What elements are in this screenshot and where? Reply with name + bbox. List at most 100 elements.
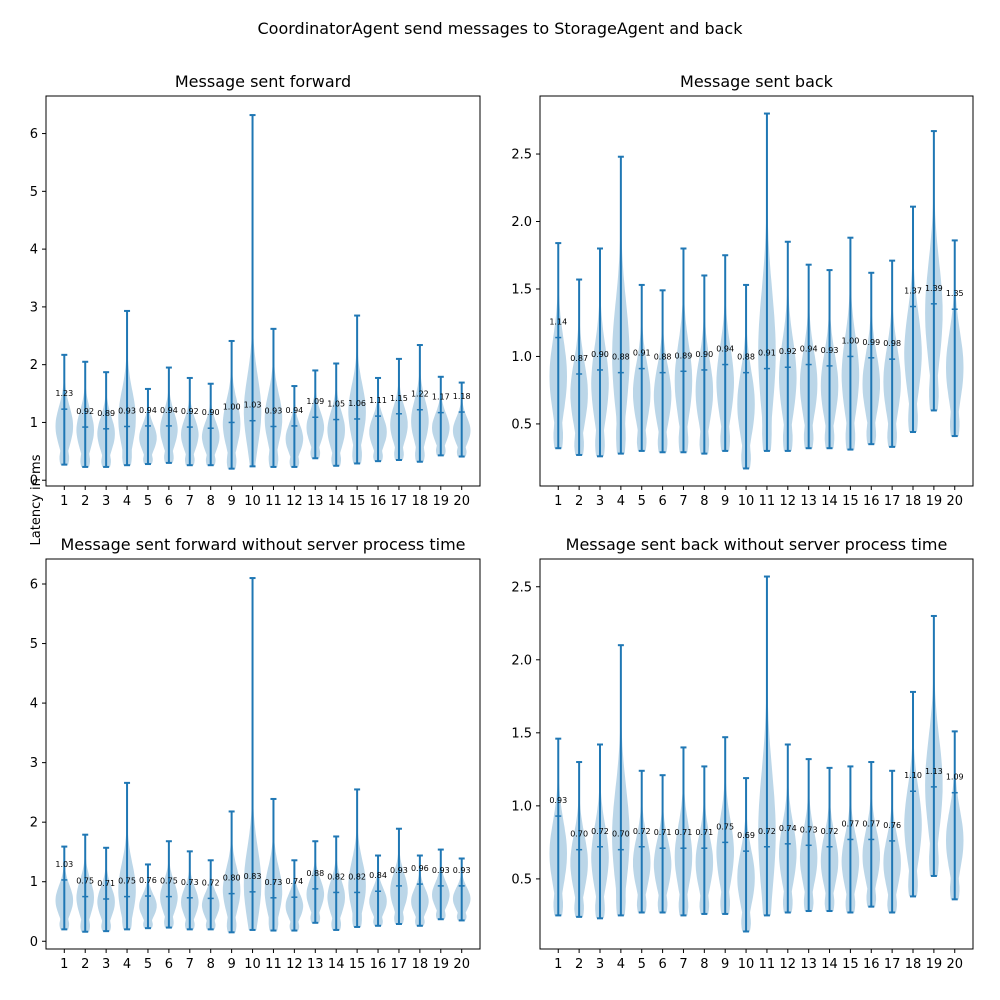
y-tick-label: 6 — [30, 127, 38, 142]
mean-data-label: 0.72 — [202, 878, 220, 887]
chart-panel-4: Message sent back without server process… — [511, 535, 974, 972]
x-tick-label: 15 — [349, 957, 366, 972]
mean-data-label: 0.91 — [758, 349, 776, 358]
mean-data-label: 0.88 — [654, 353, 672, 362]
x-tick-label: 7 — [186, 494, 194, 509]
y-tick-label: 2 — [30, 816, 38, 831]
y-tick-label: 5 — [30, 185, 38, 200]
mean-data-label: 0.92 — [779, 347, 797, 356]
x-tick-label: 18 — [905, 494, 922, 509]
mean-data-label: 0.93 — [432, 866, 450, 875]
mean-data-label: 0.94 — [285, 406, 303, 415]
mean-data-label: 1.35 — [946, 289, 964, 298]
x-tick-label: 20 — [946, 494, 963, 509]
mean-data-label: 0.90 — [591, 350, 609, 359]
mean-data-label: 0.72 — [633, 827, 651, 836]
axes-frame — [45, 95, 481, 487]
chart-panel-3: Message sent forward without server proc… — [30, 535, 481, 972]
mean-data-label: 1.23 — [55, 389, 73, 398]
mean-data-label: 1.03 — [244, 401, 262, 410]
mean-data-label: 1.06 — [348, 399, 366, 408]
x-tick-label: 18 — [412, 494, 429, 509]
x-tick-label: 14 — [328, 494, 345, 509]
x-tick-label: 19 — [433, 957, 450, 972]
y-tick-label: 1 — [30, 875, 38, 890]
mean-data-label: 1.09 — [946, 773, 964, 782]
y-tick-label: 0 — [30, 935, 38, 950]
x-tick-label: 8 — [207, 494, 215, 509]
mean-data-label: 0.88 — [612, 353, 630, 362]
x-tick-label: 19 — [926, 494, 943, 509]
mean-data-label: 0.69 — [737, 831, 755, 840]
mean-data-label: 1.18 — [453, 392, 471, 401]
mean-data-label: 0.99 — [862, 338, 880, 347]
x-tick-label: 8 — [700, 494, 708, 509]
mean-data-label: 0.73 — [800, 825, 818, 834]
mean-data-label: 0.75 — [160, 877, 178, 886]
mean-data-label: 0.71 — [675, 828, 693, 837]
x-tick-label: 12 — [780, 957, 797, 972]
x-tick-label: 3 — [102, 957, 110, 972]
mean-data-label: 0.93 — [549, 796, 567, 805]
x-tick-label: 16 — [370, 957, 387, 972]
y-tick-label: 2.0 — [511, 215, 532, 230]
x-tick-label: 11 — [265, 957, 282, 972]
mean-data-label: 1.17 — [432, 393, 450, 402]
x-tick-label: 2 — [81, 957, 89, 972]
mean-data-label: 1.11 — [369, 396, 387, 405]
x-tick-label: 9 — [721, 957, 729, 972]
x-tick-label: 2 — [575, 494, 583, 509]
x-tick-label: 4 — [617, 957, 625, 972]
mean-data-label: 1.09 — [306, 397, 324, 406]
mean-data-label: 1.00 — [223, 402, 241, 411]
mean-data-label: 1.14 — [549, 318, 567, 327]
x-tick-label: 15 — [842, 957, 859, 972]
axes-frame — [45, 558, 481, 950]
mean-data-label: 1.03 — [55, 860, 73, 869]
mean-data-label: 0.70 — [570, 830, 588, 839]
mean-data-label: 0.73 — [181, 878, 199, 887]
x-tick-label: 6 — [658, 957, 666, 972]
mean-data-label: 0.80 — [223, 874, 241, 883]
x-tick-label: 13 — [307, 957, 324, 972]
x-tick-label: 1 — [554, 494, 562, 509]
axes-frame — [539, 95, 974, 487]
x-tick-label: 2 — [81, 494, 89, 509]
x-tick-label: 17 — [391, 494, 408, 509]
x-tick-label: 4 — [617, 494, 625, 509]
mean-data-label: 1.13 — [925, 767, 943, 776]
mean-data-label: 0.82 — [348, 872, 366, 881]
x-tick-label: 4 — [123, 957, 131, 972]
mean-data-label: 0.93 — [821, 346, 839, 355]
x-tick-label: 13 — [800, 957, 817, 972]
x-tick-label: 3 — [596, 494, 604, 509]
mean-data-label: 0.72 — [591, 827, 609, 836]
x-tick-label: 15 — [842, 494, 859, 509]
x-tick-label: 11 — [759, 957, 776, 972]
x-tick-label: 10 — [738, 494, 755, 509]
x-tick-label: 6 — [165, 494, 173, 509]
x-tick-label: 19 — [926, 957, 943, 972]
mean-data-label: 0.88 — [306, 869, 324, 878]
mean-data-label: 0.71 — [654, 828, 672, 837]
x-tick-label: 2 — [575, 957, 583, 972]
x-tick-label: 1 — [554, 957, 562, 972]
mean-data-label: 0.91 — [633, 349, 651, 358]
x-tick-label: 16 — [863, 494, 880, 509]
mean-data-label: 0.88 — [737, 353, 755, 362]
x-tick-label: 10 — [244, 494, 261, 509]
x-tick-label: 15 — [349, 494, 366, 509]
x-tick-label: 19 — [433, 494, 450, 509]
x-tick-label: 3 — [596, 957, 604, 972]
panel-title: Message sent back without server process… — [566, 535, 948, 554]
x-tick-label: 14 — [821, 494, 838, 509]
mean-data-label: 0.76 — [883, 821, 901, 830]
x-tick-label: 17 — [884, 494, 901, 509]
mean-data-label: 0.84 — [369, 871, 387, 880]
mean-data-label: 0.93 — [118, 406, 136, 415]
mean-data-label: 0.87 — [570, 354, 588, 363]
y-tick-label: 1.0 — [511, 350, 532, 365]
mean-data-label: 0.98 — [883, 339, 901, 348]
x-tick-label: 5 — [638, 494, 646, 509]
